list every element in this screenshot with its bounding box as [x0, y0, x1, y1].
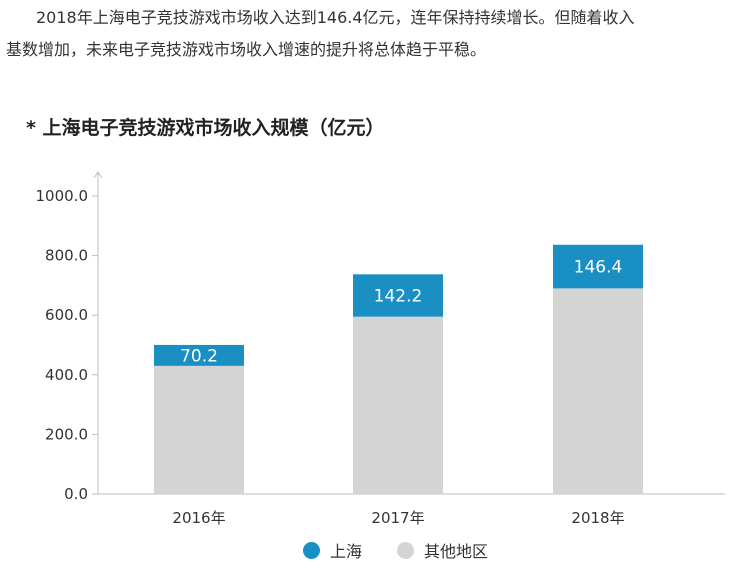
- bar-segment: [353, 316, 443, 494]
- legend-label-shanghai: 上海: [330, 542, 363, 561]
- x-tick-label: 2018年: [571, 509, 624, 527]
- intro-line-1: 2018年上海电子竞技游戏市场收入达到146.4亿元，连年保持持续增长。但随着收…: [36, 8, 635, 27]
- bar-segment: [154, 344, 244, 366]
- bar-data-label: 142.2: [374, 287, 423, 307]
- intro-paragraph: 2018年上海电子竞技游戏市场收入达到146.4亿元，连年保持持续增长。但随着收…: [6, 2, 746, 66]
- y-tick-label: 600.0: [45, 306, 88, 324]
- bar-segment: [553, 288, 643, 494]
- y-tick-label: 800.0: [45, 247, 88, 265]
- legend-swatch-shanghai: [303, 541, 320, 559]
- chart-legend: 上海 其他地区: [0, 538, 750, 568]
- bar-data-label: 70.2: [180, 346, 218, 366]
- bar-segment: [353, 274, 443, 317]
- intro-line-2: 基数增加，未来电子竞技游戏市场收入增速的提升将总体趋于平稳。: [6, 40, 487, 59]
- y-tick-label: 0.0: [64, 485, 88, 503]
- x-tick-label: 2016年: [172, 509, 225, 527]
- legend-item-other-regions: 其他地区: [397, 538, 488, 562]
- legend-label-other-regions: 其他地区: [424, 542, 489, 561]
- y-axis-arrow: [93, 171, 103, 179]
- y-tick-label: 400.0: [45, 366, 88, 384]
- legend-item-shanghai: 上海: [303, 538, 362, 562]
- y-tick-label: 200.0: [45, 425, 88, 443]
- x-tick-label: 2017年: [371, 509, 424, 527]
- legend-swatch-other-regions: [397, 541, 414, 559]
- bar-data-label: 146.4: [574, 258, 623, 278]
- chart-title: * 上海电子竞技游戏市场收入规模（亿元）: [26, 117, 385, 139]
- bar-segment: [553, 244, 643, 289]
- y-tick-label: 1000.0: [36, 187, 89, 205]
- bar-segment: [154, 365, 244, 494]
